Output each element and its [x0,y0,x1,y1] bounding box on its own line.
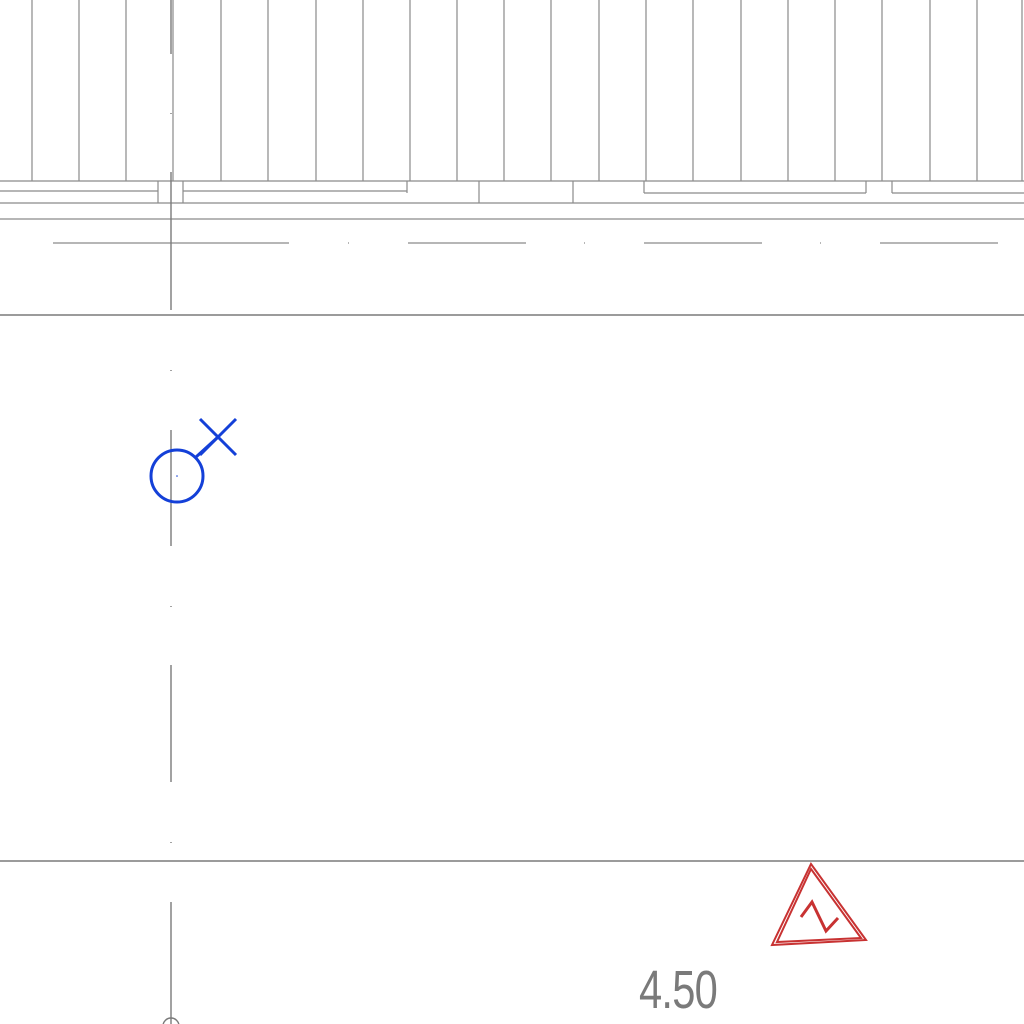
outlet-center-dot [176,475,178,477]
lightning-bolt-icon [801,902,838,931]
railing-rails [0,181,1024,219]
railing-balusters [32,0,1022,181]
warning-triangle-outer [772,864,866,945]
grid-center-line [163,0,179,1024]
ground-outlet-icon[interactable] [151,419,236,502]
electrical-warning-triangle-icon[interactable] [772,864,866,945]
warning-triangle-inner [777,869,861,942]
dimension-label: 4.50 [639,960,717,1020]
wall-lines [0,315,1024,861]
